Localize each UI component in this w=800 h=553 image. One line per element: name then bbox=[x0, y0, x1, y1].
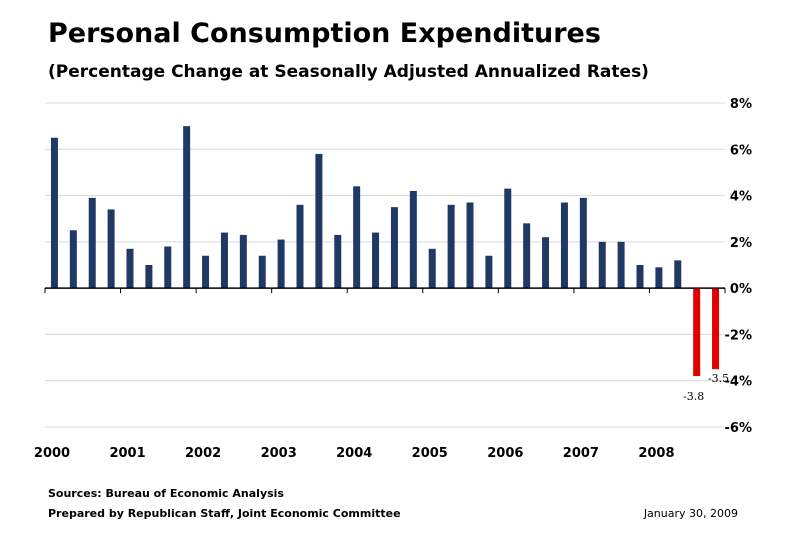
y-tick-label: -6% bbox=[725, 421, 752, 436]
bar bbox=[164, 246, 172, 289]
bar bbox=[560, 202, 568, 289]
bar bbox=[258, 255, 266, 289]
bar bbox=[636, 265, 644, 289]
bar bbox=[50, 137, 58, 289]
bar bbox=[88, 197, 96, 289]
bar bbox=[334, 234, 342, 289]
y-tick-label: 4% bbox=[730, 190, 752, 205]
y-tick-label: 2% bbox=[730, 236, 752, 251]
y-tick-label: -2% bbox=[725, 328, 752, 343]
data-label: -3.8 bbox=[683, 390, 704, 403]
x-tick-label: 2002 bbox=[185, 446, 221, 461]
sources-note: Sources: Bureau of Economic Analysis bbox=[48, 487, 284, 500]
grid-lines bbox=[45, 102, 725, 428]
bar bbox=[315, 153, 323, 289]
x-tick-label: 2008 bbox=[638, 446, 674, 461]
bar bbox=[523, 223, 531, 289]
bar bbox=[579, 197, 587, 289]
bar bbox=[126, 248, 134, 289]
y-tick-label: -4% bbox=[725, 375, 752, 390]
x-tick-label: 2001 bbox=[109, 446, 145, 461]
bar bbox=[145, 265, 153, 289]
bar bbox=[674, 260, 682, 289]
bar bbox=[655, 267, 663, 289]
data-label: -3.5 bbox=[708, 372, 729, 385]
chart-subtitle: (Percentage Change at Seasonally Adjuste… bbox=[48, 62, 649, 82]
bar bbox=[542, 237, 550, 289]
bar bbox=[107, 209, 115, 289]
bar bbox=[296, 204, 304, 289]
x-tick-label: 2006 bbox=[487, 446, 523, 461]
bar bbox=[617, 241, 625, 289]
x-tick-label: 2005 bbox=[412, 446, 448, 461]
x-tick-label: 2007 bbox=[563, 446, 599, 461]
bar bbox=[69, 230, 77, 289]
axis-labels: 8% 6% 4% 2% 0% -2% -4% -6% 2000 2001 2002 2003 2004 2… bbox=[34, 97, 752, 461]
publication-date: January 30, 2009 bbox=[643, 507, 738, 520]
bar bbox=[485, 255, 493, 289]
bar bbox=[202, 255, 210, 289]
bar bbox=[466, 202, 474, 289]
bar bbox=[183, 126, 191, 289]
bar bbox=[428, 248, 436, 289]
y-tick-label: 0% bbox=[730, 282, 752, 297]
x-tick-label: 2000 bbox=[34, 446, 70, 461]
bar bbox=[220, 232, 228, 289]
x-tick-label: 2003 bbox=[261, 446, 297, 461]
x-tick-label: 2004 bbox=[336, 446, 372, 461]
bar bbox=[277, 239, 285, 289]
y-tick-label: 8% bbox=[730, 97, 752, 112]
axes bbox=[44, 287, 726, 294]
bars bbox=[50, 126, 720, 377]
bar bbox=[598, 241, 606, 289]
bar bbox=[712, 288, 720, 370]
bar bbox=[447, 204, 455, 289]
bar bbox=[693, 288, 701, 377]
bar bbox=[390, 207, 398, 289]
bar bbox=[372, 232, 380, 289]
bar bbox=[409, 190, 417, 289]
y-tick-label: 6% bbox=[730, 143, 752, 158]
chart-title: Personal Consumption Expenditures bbox=[48, 18, 601, 49]
bar bbox=[353, 186, 361, 289]
bar bbox=[504, 188, 512, 289]
prepared-by-note: Prepared by Republican Staff, Joint Econ… bbox=[48, 507, 401, 520]
bar bbox=[239, 234, 247, 289]
